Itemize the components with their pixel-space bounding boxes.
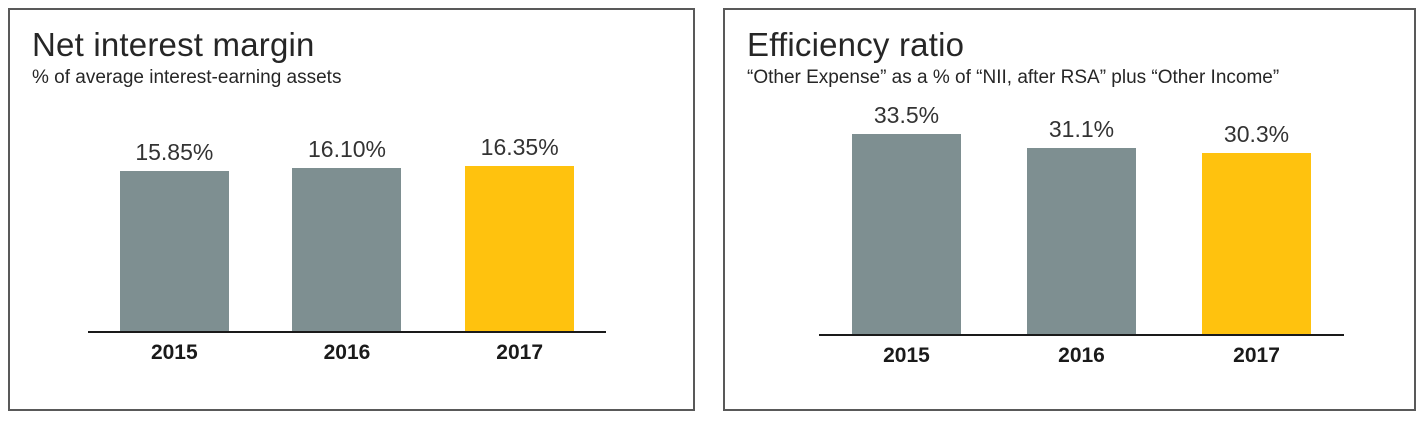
bar-value-label: 33.5% xyxy=(873,101,940,128)
chart-subtitle: “Other Expense” as a % of “NII, after RS… xyxy=(747,66,1280,88)
bar-2015 xyxy=(851,133,961,334)
x-tick-2016: 2016 xyxy=(1058,343,1105,367)
x-axis-labels: 2015 2016 2017 xyxy=(88,341,606,365)
bar-value-label: 16.10% xyxy=(307,136,386,163)
bar-group-2015: 15.85% xyxy=(88,139,261,331)
bar-group-2015: 33.5% xyxy=(819,102,994,334)
x-tick-2017: 2017 xyxy=(496,340,544,364)
plot-area: 33.5% 31.1% 30.3% xyxy=(819,93,1344,336)
bar-2016 xyxy=(292,168,402,331)
bar-group-2017: 30.3% xyxy=(1169,121,1344,334)
chart-title: Net interest margin xyxy=(32,26,315,63)
net-interest-margin-chart-panel: Net interest margin % of average interes… xyxy=(8,8,695,411)
plot-area: 15.85% 16.10% 16.35% xyxy=(88,126,606,333)
bar-2015 xyxy=(119,170,229,331)
x-tick-2016: 2016 xyxy=(323,340,371,364)
chart-subtitle: % of average interest-earning assets xyxy=(32,66,342,88)
bar-2017 xyxy=(465,165,575,331)
efficiency-ratio-chart-panel: Efficiency ratio “Other Expense” as a % … xyxy=(723,8,1416,411)
x-tick-2015: 2015 xyxy=(150,340,198,364)
bar-2016 xyxy=(1027,148,1136,334)
bar-group-2017: 16.35% xyxy=(433,134,606,331)
chart-title: Efficiency ratio xyxy=(747,26,965,63)
x-tick-2017: 2017 xyxy=(1233,343,1280,367)
bar-value-label: 31.1% xyxy=(1048,116,1115,143)
x-tick-2015: 2015 xyxy=(883,343,930,367)
bar-group-2016: 31.1% xyxy=(994,116,1169,334)
bar-value-label: 15.85% xyxy=(135,138,214,165)
x-axis-labels: 2015 2016 2017 xyxy=(819,344,1344,368)
bar-2017 xyxy=(1202,153,1312,334)
bar-value-label: 16.35% xyxy=(480,133,559,160)
bar-value-label: 30.3% xyxy=(1223,121,1290,148)
bar-group-2016: 16.10% xyxy=(261,136,434,331)
